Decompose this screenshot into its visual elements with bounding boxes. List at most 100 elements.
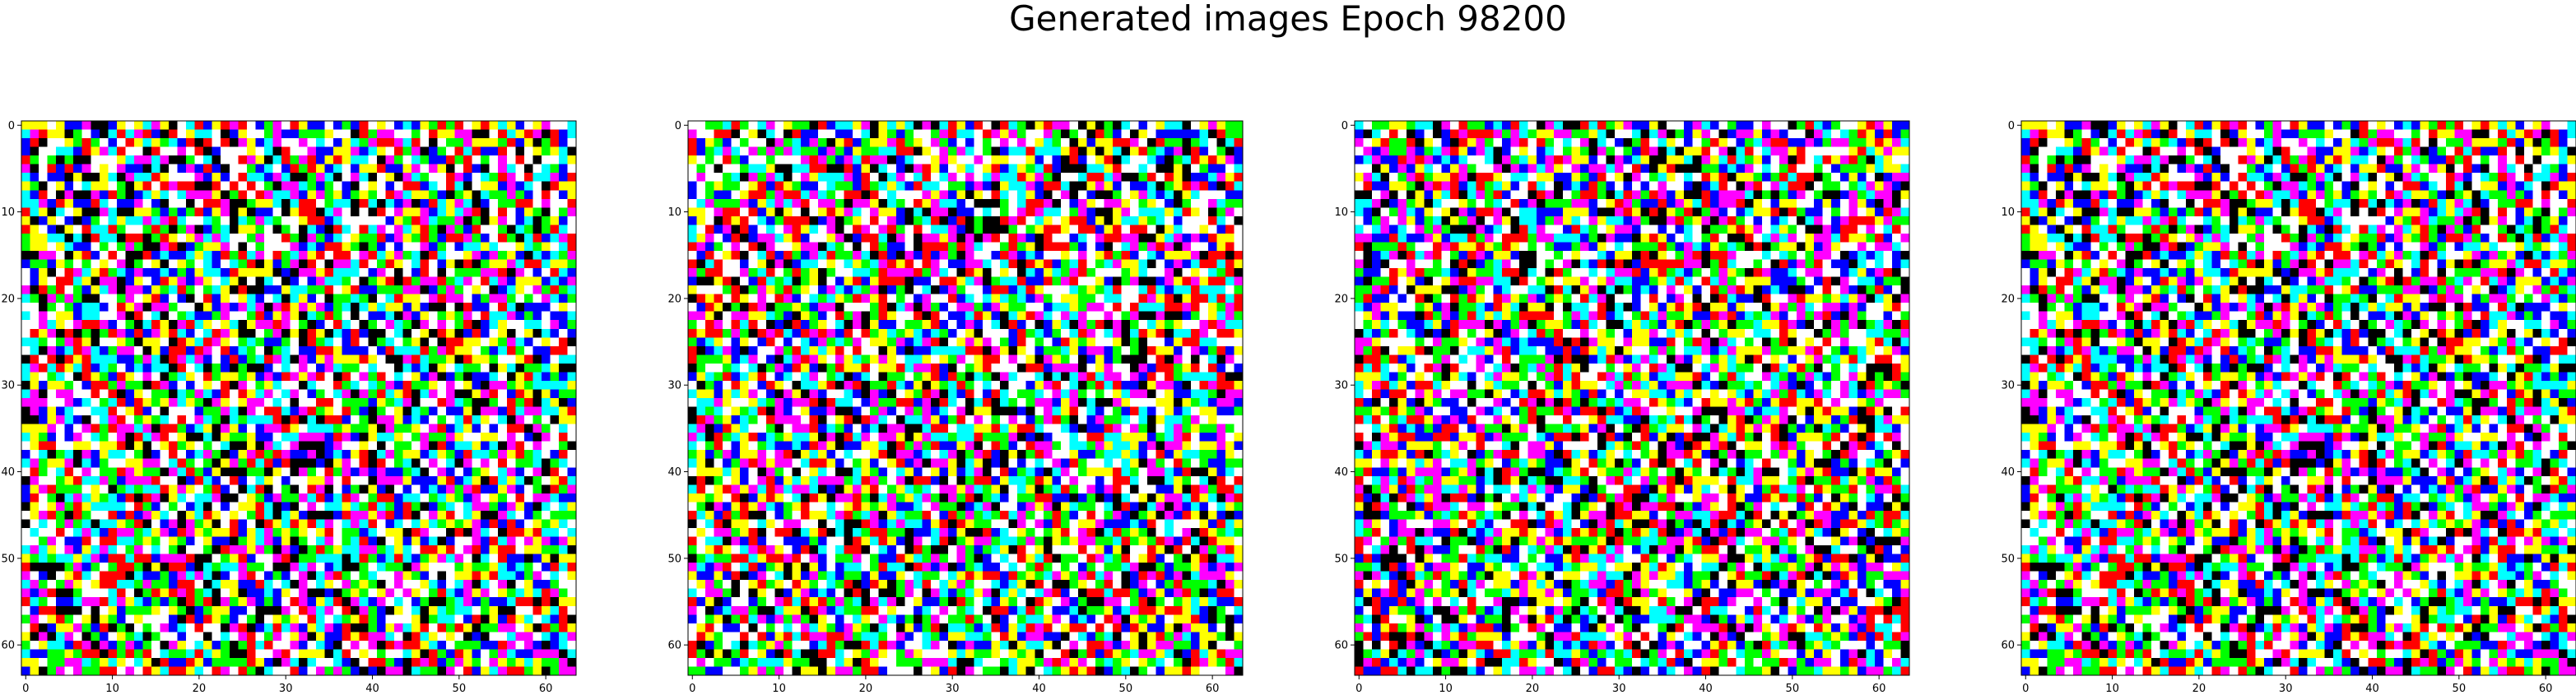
pixel [255,640,265,650]
pixel [342,380,351,390]
pixel [506,354,516,364]
pixel [748,233,758,243]
pixel [498,666,508,676]
pixel [307,372,317,382]
pixel [160,259,170,269]
pixel [91,450,100,460]
pixel [203,198,213,208]
pixel [21,536,30,546]
pixel [1121,164,1131,174]
pixel [376,164,386,174]
pixel [238,450,248,460]
pixel [402,215,412,225]
pixel [316,649,325,659]
pixel [108,554,118,563]
pixel [1008,146,1018,156]
pixel [498,285,508,295]
pixel [437,259,447,269]
pixel [1104,198,1114,208]
pixel [81,640,91,650]
pixel [169,311,178,321]
pixel [368,502,378,512]
pixel [567,285,577,295]
pixel [1173,225,1183,234]
pixel [1069,155,1079,165]
pixel [368,649,378,659]
pixel [186,190,196,200]
pixel [385,519,395,529]
pixel [402,285,412,295]
pixel [411,563,421,572]
pixel [472,588,481,598]
pixel [73,225,83,234]
pixel [437,242,447,252]
pixel [203,164,213,174]
pixel [523,303,533,313]
pixel [116,389,126,399]
pixel [731,164,741,174]
pixel [281,475,291,485]
pixel [454,519,464,529]
pixel [1190,121,1200,130]
pixel [47,415,57,424]
pixel [125,571,135,581]
pixel [489,657,499,667]
pixel [333,215,343,225]
pixel [56,450,66,460]
pixel [385,433,395,442]
pixel [299,389,308,399]
pixel [515,389,525,399]
pixel [142,320,152,330]
pixel [887,190,897,200]
pixel [133,510,143,520]
pixel [446,580,455,590]
pixel [316,554,325,563]
pixel [99,415,109,424]
pixel [194,649,204,659]
pixel [489,328,499,338]
pixel [324,164,334,174]
pixel [541,190,551,200]
pixel [1155,164,1165,174]
pixel [290,190,300,200]
pixel [56,328,66,338]
pixel [446,545,455,554]
pixel [472,215,481,225]
pixel [376,328,386,338]
pixel [515,554,525,563]
pixel [506,198,516,208]
pixel [307,380,317,390]
pixel [506,433,516,442]
pixel [246,632,256,642]
pixel [177,545,187,554]
pixel [160,328,170,338]
pixel [169,398,178,407]
pixel [221,605,230,615]
pixel [489,337,499,347]
pixel [385,320,395,330]
pixel [99,536,109,546]
pixel [255,475,265,485]
pixel [454,502,464,512]
pixel [411,666,421,676]
pixel [895,138,905,147]
pixel [221,337,230,347]
pixel [238,415,248,424]
pixel [428,155,438,165]
pixel [30,311,40,321]
pixel [186,372,196,382]
pixel [281,623,291,632]
pixel [523,337,533,347]
pixel [817,164,827,174]
pixel [731,190,741,200]
pixel [64,303,74,313]
pixel [428,649,438,659]
pixel [255,571,265,581]
pixel [532,389,542,399]
pixel [523,441,533,451]
pixel [895,146,905,156]
pixel [1008,173,1018,183]
pixel [21,406,30,416]
pixel [437,571,447,581]
pixel [532,441,542,451]
